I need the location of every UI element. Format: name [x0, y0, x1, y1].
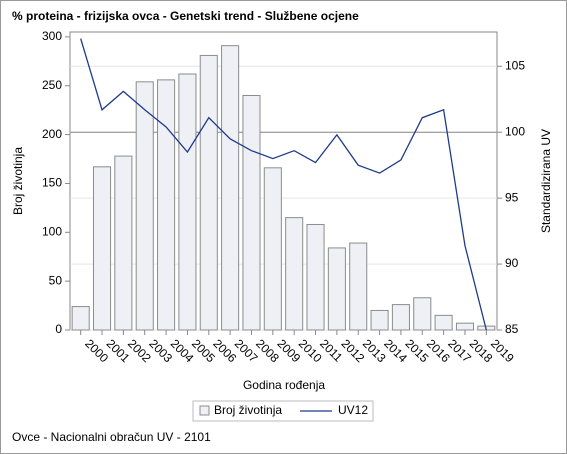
- y2-axis-label: Standardizirana UV: [539, 129, 553, 233]
- bar: [92, 166, 112, 331]
- bar: [285, 217, 304, 331]
- legend-label: Broj životinja: [214, 403, 282, 417]
- y-tick-label: 150: [42, 176, 62, 190]
- y-tick-label: 250: [42, 78, 62, 92]
- legend-label: UV12: [338, 403, 368, 417]
- y2-tick-label: 90: [505, 256, 519, 270]
- legend-swatch: [199, 405, 210, 416]
- line: [80, 38, 487, 331]
- y-tick-label: 200: [42, 127, 62, 141]
- footnote: Ovce - Nacionalni obračun UV - 2101: [12, 430, 211, 444]
- bar: [135, 81, 154, 331]
- bar: [306, 223, 325, 331]
- bar: [178, 73, 197, 331]
- bar: [455, 322, 475, 331]
- legend-box: [192, 400, 374, 422]
- bar: [370, 309, 389, 331]
- x-axis-label: Godina rođenja: [243, 378, 325, 392]
- bar: [114, 155, 133, 331]
- bar: [263, 167, 282, 331]
- y2-tick-label: 105: [505, 58, 525, 72]
- y2-tick-label: 85: [505, 322, 519, 336]
- bar: [434, 314, 453, 331]
- bar: [199, 54, 218, 331]
- bar: [413, 297, 432, 331]
- bar: [221, 45, 240, 331]
- y-tick-label: 100: [42, 224, 62, 238]
- y-tick-label: 0: [55, 322, 62, 336]
- bar: [349, 242, 368, 331]
- bar: [327, 247, 346, 331]
- y2-tick-label: 95: [505, 190, 519, 204]
- y-axis-label: Broj životinja: [11, 147, 25, 215]
- bar: [391, 304, 410, 331]
- y-tick-label: 50: [49, 273, 63, 287]
- y2-tick-label: 100: [505, 124, 525, 138]
- bar: [157, 79, 176, 331]
- bar: [71, 306, 90, 331]
- bar: [242, 95, 261, 331]
- chart-title: % proteina - frizijska ovca - Genetski t…: [12, 9, 359, 23]
- y-tick-label: 300: [42, 29, 62, 43]
